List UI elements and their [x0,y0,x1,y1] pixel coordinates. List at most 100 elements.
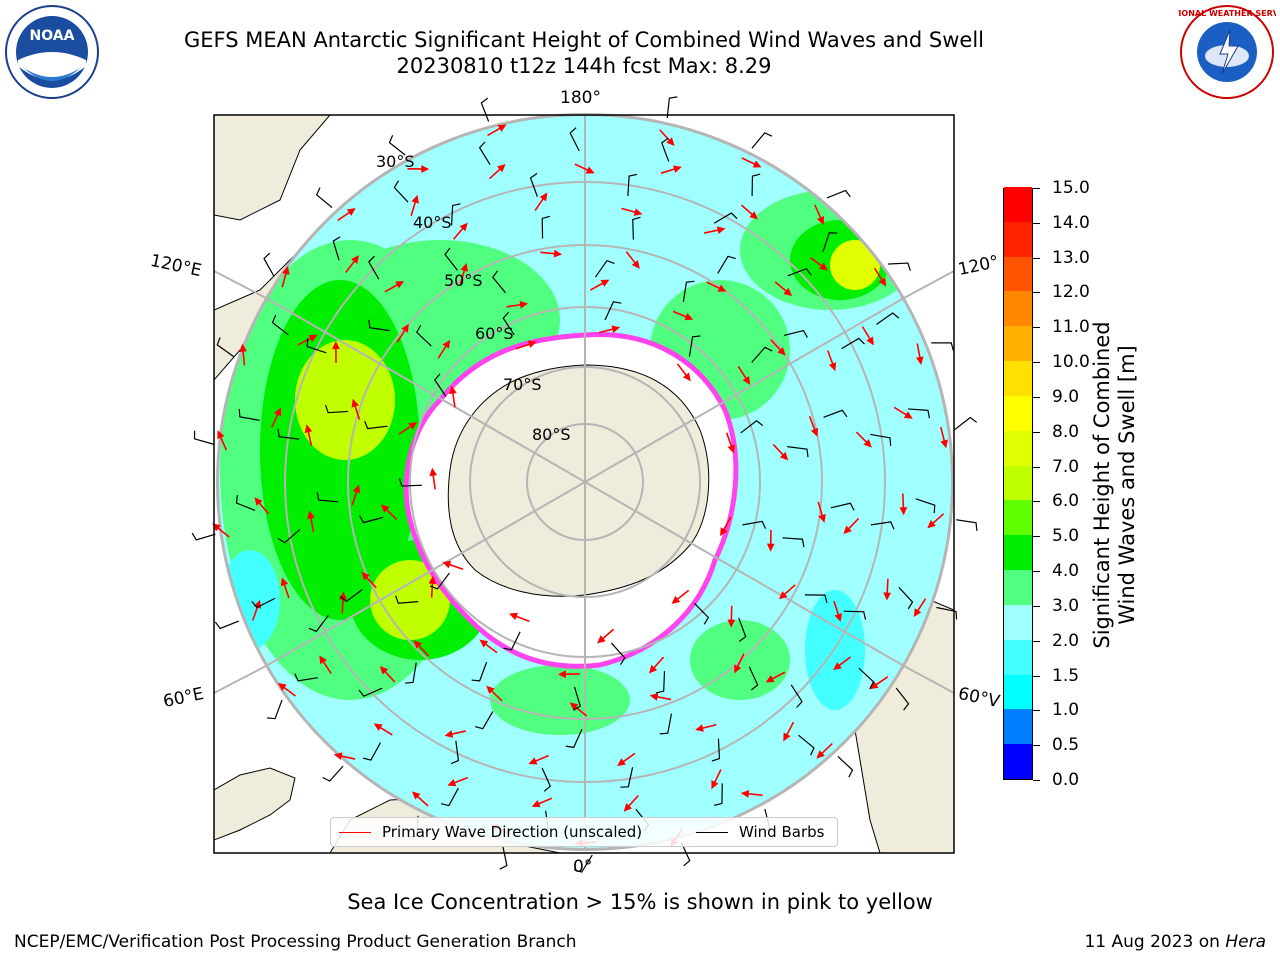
wind-barb [895,687,910,711]
wind-barb [659,713,673,735]
wave-arrow-head [600,279,610,287]
lat-label-40s: 40°S [413,213,452,232]
colorbar-tick [1033,536,1040,538]
colorbar-tick [1033,466,1040,468]
wind-barb [541,215,551,239]
wind-barb [680,842,691,867]
colorbar-tick [1033,501,1040,503]
legend-barb-label: Wind Barbs [739,823,825,841]
wind-barb [627,173,638,197]
wave-arrow-head [883,592,892,601]
wave-arrow-head [212,523,221,532]
colorbar-tick [1033,257,1040,259]
wind-barb [235,494,256,511]
wave-arrow-head [899,507,908,516]
wave-arrow-head [749,211,758,220]
wind-barb [263,252,275,277]
colorbar-tick [1033,571,1040,573]
wind-barb [804,594,828,604]
lat-label-50s: 50°S [444,271,483,290]
wind-barb [395,595,419,604]
wave-arrow-head [380,504,390,513]
wind-barb [565,728,583,749]
wind-barb [332,236,341,261]
legend: Primary Wave Direction (unscaled) Wind B… [330,817,838,847]
wind-barb [936,606,958,620]
colorbar-tick [1033,431,1040,433]
wind-barb [478,141,491,166]
lon-label-top: 180° [560,88,601,108]
wind-barb [632,216,641,240]
legend-barb-swatch [696,832,728,833]
colorbar-segment [1004,256,1032,292]
wind-barb [277,428,300,440]
credit-date-text: 11 Aug 2023 on [1084,932,1226,952]
wave-arrow-head [351,255,360,264]
wind-barb [306,338,327,354]
wave-arrow-head [486,685,495,695]
wave-arrow-head [308,334,318,342]
chart-title: GEFS MEAN Antarctic Significant Height o… [183,28,985,52]
wind-barb [666,96,678,119]
wind-barb [711,738,721,762]
colorbar-segment [1004,499,1032,536]
colorbar-label: 1.5 [1052,665,1080,686]
wind-barb [843,610,867,620]
wave-arrow-head [459,222,468,232]
noaa-logo-text: NOAA [30,28,75,44]
wind-barb [191,532,216,541]
colorbar-tick [1033,396,1040,398]
wind-barb [714,783,723,806]
wave-arrow-head [828,362,837,372]
wave-arrow-head [442,560,452,569]
colorbar-segment [1004,430,1032,466]
wind-barb [823,409,848,418]
wind-barb [339,588,363,603]
wave-arrow-head [395,281,405,289]
noaa-logo: NOAA [5,5,99,99]
colorbar-segment [1004,708,1032,745]
wind-barb [954,416,978,431]
wave-arrow-head [617,758,626,767]
wave-arrow-head [671,595,681,604]
wind-barb [787,446,809,458]
colorbar-tick [1033,362,1040,364]
colorbar-title: Significant Height of Combined Wind Wave… [1090,321,1139,649]
wave-arrow-head [332,341,340,350]
colorbar-tick [1033,640,1040,642]
wind-barb [870,521,895,530]
colorbar-segment [1004,743,1032,779]
colorbar-segment [1004,325,1032,362]
nws-logo: NATIONAL WEATHER SERVICE [1178,5,1276,99]
wave-arrow-head [684,313,694,321]
wave-arrow-head [333,752,343,760]
wind-barb [693,602,710,625]
wind-barb [822,232,838,252]
wind-barb [748,666,759,691]
nws-logo-text: NATIONAL WEATHER SERVICE [1178,9,1276,18]
wave-arrow-head [816,750,825,759]
wave-arrow-head [479,639,489,648]
wave-arrow-head [307,510,315,520]
wave-arrow-head [648,664,658,674]
legend-wave-swatch [339,832,371,833]
wind-barb [573,854,593,873]
credit-branch: NCEP/EMC/Verification Post Processing Pr… [14,932,577,952]
wind-barb [325,404,349,414]
colorbar-label: 6.0 [1052,491,1080,512]
wind-barb [783,329,808,338]
wind-barb [569,127,580,152]
wind-barb [682,280,695,302]
colorbar-tick [1033,605,1040,607]
wind-barb [471,661,488,682]
wind-barb [858,667,875,690]
wave-arrow-head [816,215,825,225]
lat-label-70s: 70°S [503,375,542,394]
wave-arrow-head [734,664,742,674]
wave-arrow-head [531,800,541,808]
colorbar-segment [1004,465,1032,501]
wave-arrow-head [720,527,728,537]
wind-barb [713,212,738,224]
wind-barb [277,529,301,544]
